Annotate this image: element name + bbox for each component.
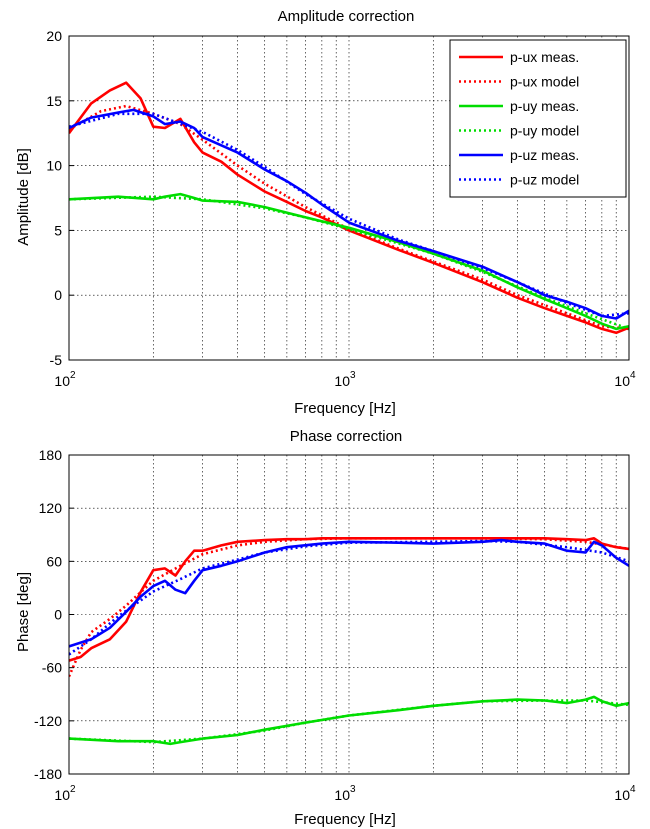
plot-area bbox=[69, 81, 629, 335]
y-tick-label: 0 bbox=[54, 607, 62, 623]
legend: p-ux meas. p-ux model p-uy meas. p-uy model… bbox=[449, 39, 627, 198]
series-line bbox=[69, 538, 629, 648]
y-tick-label: 60 bbox=[46, 553, 62, 569]
y-tick-labels: -180 -120 -60 0 60 120 180 bbox=[34, 447, 74, 782]
legend-label: p-ux meas. bbox=[510, 49, 579, 65]
grid bbox=[69, 455, 629, 774]
y-tick-label: -180 bbox=[34, 766, 62, 782]
x-tick-label: 102 bbox=[54, 370, 76, 389]
legend-box bbox=[449, 39, 627, 198]
x-tick-label: 102 bbox=[54, 784, 76, 803]
legend-label: p-ux model bbox=[510, 74, 579, 90]
y-tick-label: -60 bbox=[42, 660, 62, 676]
series-line bbox=[69, 192, 629, 331]
y-tick-label: 15 bbox=[46, 93, 62, 109]
series-line bbox=[69, 195, 629, 331]
plot-area bbox=[69, 537, 629, 746]
x-tick-labels: 102 103 104 bbox=[54, 370, 636, 389]
y-tick-label: 10 bbox=[46, 158, 62, 174]
y-tick-labels: -5 0 5 10 15 20 bbox=[46, 28, 74, 368]
series-line bbox=[69, 537, 629, 662]
phase-chart: Phase correction -180 -120 -60 0 60 120 180 10… bbox=[15, 428, 636, 828]
y-tick-label: 120 bbox=[39, 500, 63, 516]
x-tick-labels: 102 103 104 bbox=[54, 784, 636, 803]
y-axis-label: Amplitude [dB] bbox=[15, 148, 32, 246]
legend-label: p-uz meas. bbox=[510, 147, 579, 163]
legend-label: p-uz model bbox=[510, 172, 579, 188]
axes-frame bbox=[68, 35, 630, 361]
x-tick-label: 104 bbox=[614, 370, 636, 389]
series-line bbox=[69, 81, 629, 335]
x-tick-label: 104 bbox=[614, 784, 636, 803]
chart-title: Phase correction bbox=[290, 428, 403, 445]
y-tick-label: -5 bbox=[50, 352, 63, 368]
legend-label: p-uy meas. bbox=[510, 98, 579, 114]
legend-label: p-uy model bbox=[510, 123, 579, 139]
y-axis-label: Phase [deg] bbox=[15, 572, 32, 652]
x-axis-label: Frequency [Hz] bbox=[294, 811, 396, 828]
series-line bbox=[69, 104, 629, 331]
x-tick-label: 103 bbox=[334, 784, 356, 803]
chart-title: Amplitude correction bbox=[278, 8, 415, 25]
y-tick-label: 5 bbox=[54, 222, 62, 238]
x-tick-label: 103 bbox=[334, 370, 356, 389]
y-tick-label: 180 bbox=[39, 447, 63, 463]
y-tick-label: -120 bbox=[34, 713, 62, 729]
series-line bbox=[69, 539, 629, 656]
y-tick-label: 20 bbox=[46, 28, 62, 44]
series-line bbox=[69, 108, 629, 320]
y-tick-label: 0 bbox=[54, 287, 62, 303]
x-axis-label: Frequency [Hz] bbox=[294, 400, 396, 417]
